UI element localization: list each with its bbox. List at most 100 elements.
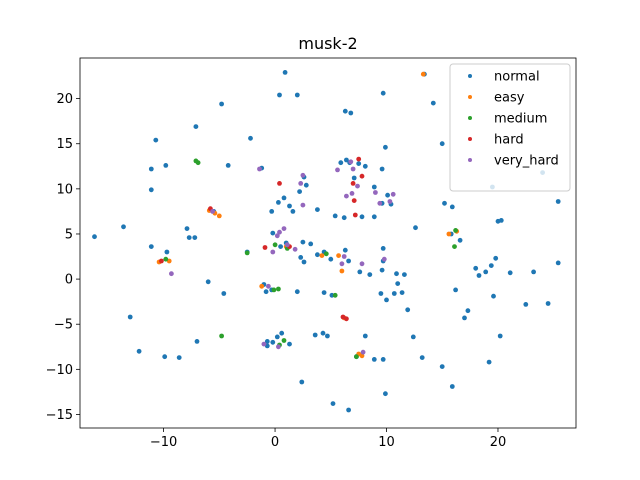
point-very_hard [355,183,360,189]
point-normal [153,137,159,143]
point-normal [371,357,377,362]
point-normal [523,302,529,307]
point-normal [449,204,455,210]
legend-marker-normal [468,74,472,78]
point-easy [420,71,426,77]
point-normal [301,259,307,265]
point-normal [371,214,377,220]
point-very_hard [373,190,378,195]
point-normal [330,401,336,406]
point-normal [225,163,231,168]
point-normal [164,249,170,255]
point-normal [465,308,471,314]
point-very_hard [300,202,306,208]
point-very_hard [300,172,306,178]
point-easy [319,253,325,258]
point-very_hard [266,283,271,289]
point-normal [346,407,351,413]
x-axis: −10 0 10 20 [150,428,506,450]
point-normal [357,269,363,275]
point-normal [315,207,320,213]
point-normal [497,333,503,339]
point-normal [344,157,349,163]
point-very_hard [341,254,347,259]
point-very_hard [169,271,174,277]
point-normal [379,166,385,172]
point-hard [340,314,346,320]
point-hard [356,156,362,162]
point-medium [271,287,277,293]
point-normal [351,175,357,181]
point-normal [399,290,405,295]
point-very_hard [284,242,290,248]
point-very_hard [270,249,276,255]
point-easy [216,213,222,219]
point-normal [486,359,492,365]
point-medium [354,354,359,360]
plot-frame [79,57,577,429]
point-normal [419,355,425,360]
point-very_hard [360,349,366,355]
point-hard [277,181,282,186]
point-hard [159,258,164,264]
point-hard [359,173,365,179]
point-normal [488,263,494,268]
point-very_hard [261,341,267,347]
point-very_hard [350,166,356,172]
legend-box [449,63,571,192]
point-normal [371,184,377,190]
point-normal [380,90,386,96]
point-very_hard [390,191,396,197]
point-normal [329,292,335,298]
point-hard [262,245,268,250]
point-normal [270,230,276,236]
point-normal [555,260,561,266]
y-tick-label: −10 [46,363,73,378]
point-normal [383,391,388,397]
point-normal [380,246,386,251]
point-normal [121,224,126,230]
point-normal [555,199,561,204]
point-medium [163,256,169,262]
point-normal [221,291,227,296]
point-very_hard [349,191,355,196]
point-normal [378,291,384,296]
point-normal [277,92,282,98]
point-normal [449,384,455,389]
point-normal [184,226,190,232]
y-tick-label: −15 [46,408,73,423]
point-very_hard [359,261,365,267]
point-normal [359,214,365,220]
point-normal [328,256,334,262]
point-very_hard [335,167,340,173]
legend-label-normal: normal [494,70,540,85]
point-normal [219,101,225,107]
point-normal [383,144,388,150]
point-normal [367,272,373,277]
point-hard [350,181,356,186]
point-normal [205,279,211,285]
point-very_hard [274,233,280,239]
point-normal [276,200,281,205]
point-normal [312,332,318,338]
y-tick-label: 15 [56,137,73,152]
point-normal [270,339,276,345]
y-tick-label: 0 [65,273,73,288]
point-normal [341,215,347,221]
point-normal [162,354,168,360]
point-normal [491,293,496,299]
point-normal [457,237,463,243]
point-easy [259,283,265,289]
legend-label-medium: medium [494,112,547,127]
point-normal [498,218,504,223]
point-normal [442,200,447,206]
point-normal [362,163,368,169]
point-normal [379,267,385,273]
point-normal [263,289,269,295]
x-tick-label: 0 [271,435,279,450]
point-normal [148,244,154,250]
point-very_hard [298,181,304,186]
point-normal [453,287,458,293]
point-normal [405,307,411,313]
point-normal [391,291,397,296]
